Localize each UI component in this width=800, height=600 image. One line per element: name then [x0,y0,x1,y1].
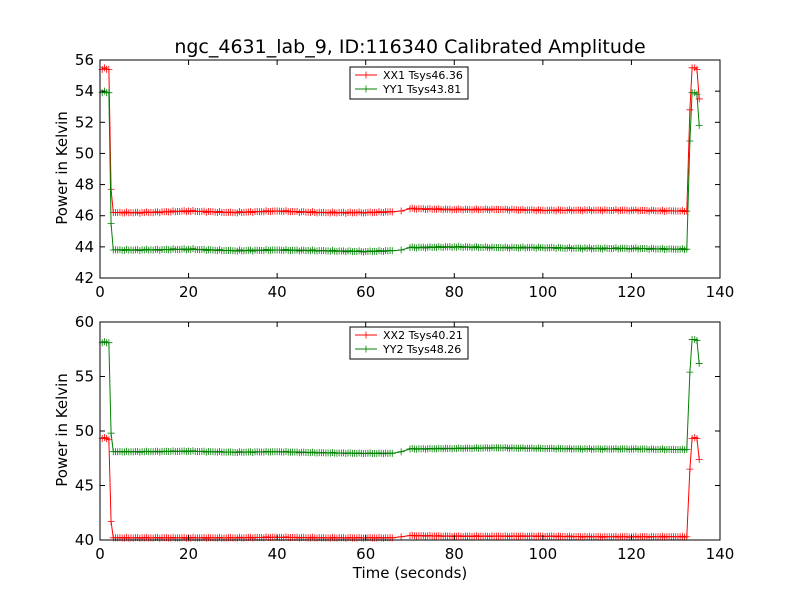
legend-entry: YY2 Tsys48.26 [382,343,461,356]
x-tick-label: 120 [617,283,646,301]
y-tick-label: 50 [75,144,94,162]
series-markers [98,87,703,256]
y-tick-label: 50 [75,422,94,440]
series-line [101,90,700,253]
legend-marker [362,331,370,339]
y-tick-label: 48 [75,176,94,194]
x-tick-label: 60 [356,283,375,301]
series-markers [98,434,703,542]
y-tick-label: 45 [75,477,94,495]
legend-marker [362,71,370,79]
series-line [101,436,700,539]
x-tick-label: 40 [268,545,287,563]
y-axis-label-top: Power in Kelvin [53,111,71,225]
y-tick-label: 44 [75,238,94,256]
series-xx2 [98,434,703,542]
x-tick-label: 0 [95,545,105,563]
y-tick-label: 54 [75,82,94,100]
y-tick-label: 55 [75,368,94,386]
plot-frame [99,59,721,279]
x-tick-label: 20 [179,283,198,301]
x-tick-label: 120 [617,545,646,563]
legend-entry: XX2 Tsys40.21 [383,329,463,342]
x-tick-label: 140 [706,545,735,563]
x-tick-label: 100 [529,283,558,301]
y-tick-label: 46 [75,207,94,225]
x-tick-label: 140 [706,283,735,301]
legend-marker [362,345,370,353]
y-tick-label: 42 [75,269,94,287]
x-tick-label: 0 [95,283,105,301]
series-yy2 [98,335,703,458]
x-tick-label: 80 [445,283,464,301]
x-tick-label: 40 [268,283,287,301]
x-tick-label: 100 [529,545,558,563]
legend-entry: XX1 Tsys46.36 [383,69,463,82]
x-tick-label: 80 [445,545,464,563]
top-panel: ngc_4631_lab_9, ID:116340 Calibrated Amp… [53,36,734,301]
y-tick-label: 56 [75,51,94,69]
series-markers [98,335,703,458]
x-tick-label: 60 [356,545,375,563]
series-markers [98,64,703,217]
legend-box [349,326,469,360]
chart-title: ngc_4631_lab_9, ID:116340 Calibrated Amp… [174,36,645,58]
series-xx1 [98,64,703,217]
y-tick-label: 60 [75,313,94,331]
x-axis-label: Time (seconds) [352,564,468,582]
series-yy1 [98,87,703,256]
legend-box [349,66,469,100]
y-axis-label-bottom: Power in Kelvin [53,373,71,487]
y-tick-label: 40 [75,531,94,549]
x-tick-label: 20 [179,545,198,563]
bottom-panel: Power in Kelvin Time (seconds) 0 20 40 60 80… [53,313,734,582]
legend-entry: YY1 Tsys43.81 [382,83,461,96]
y-tick-label: 52 [75,113,94,131]
legend-marker [362,85,370,93]
